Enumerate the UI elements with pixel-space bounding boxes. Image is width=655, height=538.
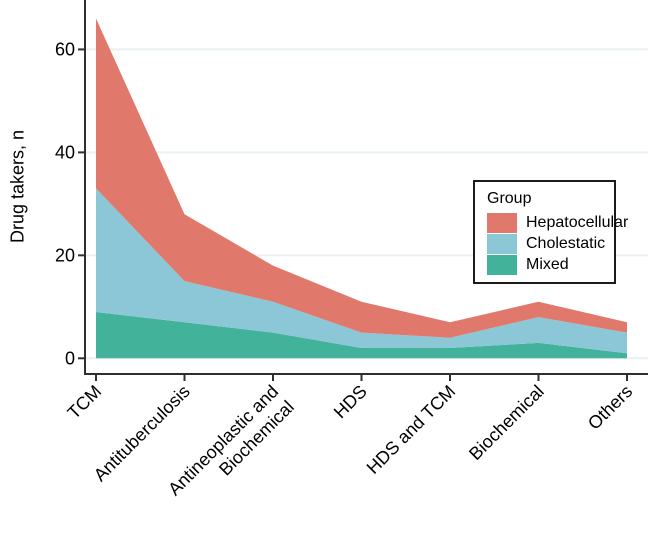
legend-box: Group Hepatocellular Cholestatic Mixed	[473, 180, 628, 284]
cholestatic-swatch-icon	[487, 233, 517, 254]
area-hepatocellular	[96, 18, 627, 338]
legend-label-cholestatic: Cholestatic	[526, 234, 606, 252]
x-category-label-4: HDS and TCM	[363, 381, 460, 478]
y-tick-label-20: 20	[55, 245, 75, 265]
y-tick-label-0: 0	[65, 348, 75, 368]
mixed-swatch-icon	[487, 254, 517, 275]
area-cholestatic	[96, 188, 627, 354]
hepatocellular-swatch-icon	[487, 212, 517, 233]
legend-title: Group	[487, 190, 532, 207]
x-category-label-1: Antituberculosis	[90, 381, 194, 485]
x-category-label-5: Biochemical	[465, 381, 548, 464]
area-mixed	[96, 312, 627, 359]
legend-item-cholestatic: Cholestatic	[487, 233, 606, 254]
legend-item-mixed: Mixed	[487, 254, 604, 275]
x-category-label-6: Others	[584, 381, 636, 433]
x-category-label-0: TCM	[64, 381, 106, 423]
y-tick-label-40: 40	[55, 142, 75, 162]
x-category-label-3: HDS	[330, 381, 371, 422]
y-tick-label-60: 60	[55, 39, 75, 59]
legend-label-mixed: Mixed	[526, 255, 569, 273]
legend-label-hepatocellular: Hepatocellular	[526, 213, 629, 231]
y-axis-title: Drug takers, n	[7, 129, 28, 244]
legend-item-hepatocellular: Hepatocellular	[487, 212, 628, 233]
